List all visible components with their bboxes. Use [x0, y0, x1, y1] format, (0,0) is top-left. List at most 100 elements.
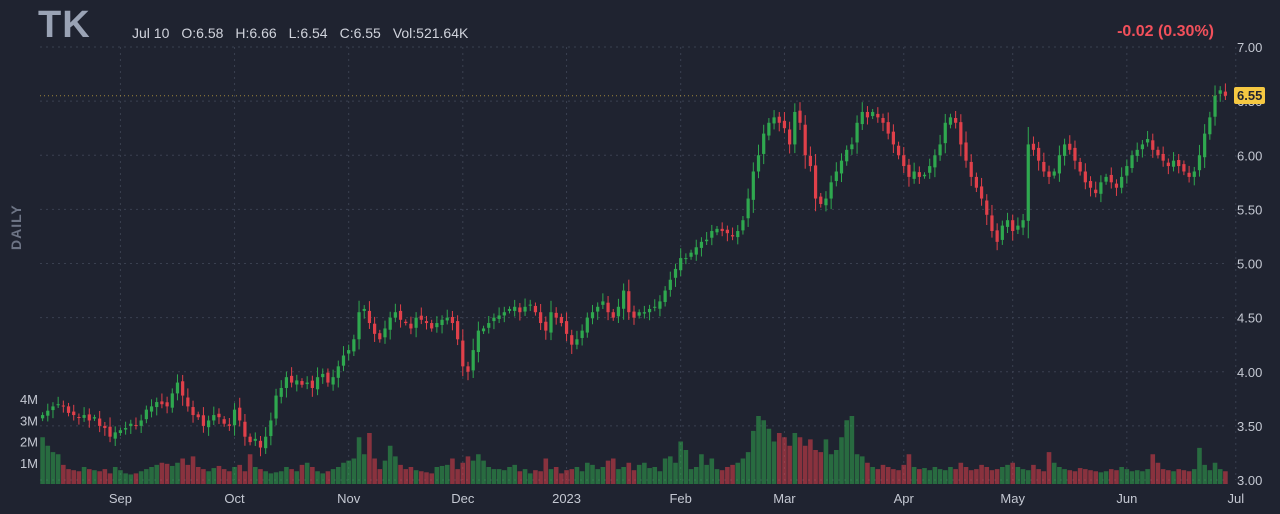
candle-body — [445, 317, 449, 321]
candle-body — [1218, 90, 1222, 94]
volume-bar — [144, 469, 149, 484]
candle-body — [798, 110, 802, 123]
volume-bar — [548, 469, 554, 484]
volume-bar — [1223, 471, 1228, 484]
volume-bar — [527, 473, 533, 484]
candle-body — [943, 122, 947, 144]
volume-bar — [870, 467, 875, 484]
volume-bar — [751, 430, 756, 484]
volume-bar — [1103, 471, 1109, 484]
volume-bar — [1088, 470, 1093, 484]
candle-body — [616, 306, 621, 317]
candle-body — [160, 401, 164, 405]
volume-bar — [476, 454, 481, 484]
candle-body — [398, 310, 403, 320]
volume-bar — [86, 469, 92, 484]
candle-body — [928, 166, 932, 173]
candle-body — [98, 418, 102, 426]
candle-body — [487, 323, 491, 328]
candle-body — [424, 321, 429, 324]
candle-body — [979, 186, 984, 199]
volume-bar — [1010, 462, 1016, 484]
volume-bar — [859, 456, 865, 484]
candle-body — [699, 241, 704, 248]
volume-tick-label: 1M — [20, 456, 38, 471]
candle-body — [679, 258, 683, 271]
volume-bar — [1046, 452, 1052, 484]
volume-tick-label: 3M — [20, 413, 38, 428]
volume-bar — [496, 469, 502, 484]
volume-bar — [533, 470, 538, 484]
candle-body — [279, 387, 283, 397]
volume-bar — [460, 462, 466, 484]
candle-body — [523, 306, 527, 312]
candle-body — [673, 268, 678, 278]
candle-body — [56, 404, 60, 406]
candle-body — [969, 161, 973, 177]
candle-body — [705, 239, 709, 242]
volume-bar — [553, 467, 559, 484]
candle-body — [1099, 182, 1103, 194]
volume-bar — [813, 450, 818, 484]
volume-bar — [341, 462, 346, 484]
candle-body — [61, 405, 65, 407]
volume-bar — [455, 469, 460, 484]
open-value: O:6.58 — [181, 25, 224, 41]
candle-body — [1016, 225, 1020, 230]
candle-body — [632, 311, 636, 318]
volume-bar — [242, 471, 248, 484]
volume-bar — [320, 473, 326, 484]
volume-bar — [875, 469, 881, 484]
candle-body — [87, 414, 91, 421]
volume-bar — [356, 437, 362, 484]
volume-bar — [367, 433, 372, 484]
volume-bar — [403, 469, 409, 484]
volume-bar — [559, 473, 564, 484]
candle-body — [1057, 155, 1062, 174]
candle-body — [549, 312, 553, 333]
candle-body — [46, 410, 50, 416]
candle-body — [72, 411, 76, 416]
candle-body — [40, 415, 45, 419]
price-tick-label: 3.50 — [1237, 419, 1262, 434]
candle-body — [627, 291, 631, 313]
volume-bar — [97, 471, 102, 484]
volume-bar — [787, 445, 792, 484]
candle-body — [896, 145, 901, 156]
volume-bar — [227, 471, 232, 484]
volume-bar — [206, 471, 211, 484]
candle-body — [539, 312, 543, 324]
candle-body — [206, 420, 211, 428]
volume-bar — [1155, 462, 1161, 484]
candle-body — [300, 381, 304, 385]
candle-body — [1125, 166, 1129, 176]
volume-bar — [730, 464, 735, 484]
volume-bar — [673, 462, 678, 484]
candle-body — [1223, 91, 1228, 96]
candle-body — [575, 339, 579, 345]
candle-body — [175, 382, 180, 394]
candle-body — [383, 328, 387, 338]
volume-bar — [491, 469, 497, 484]
candle-body — [1000, 225, 1004, 240]
volume-bar — [911, 467, 917, 484]
candle-body — [922, 174, 927, 177]
candle-body — [1166, 162, 1170, 167]
candle-body — [1031, 143, 1036, 150]
volume-bar — [413, 470, 419, 484]
candle-body — [1145, 139, 1150, 143]
candle-body — [243, 421, 247, 437]
volume-bar — [1020, 469, 1026, 484]
candle-body — [134, 425, 138, 427]
volume-bar — [138, 471, 144, 484]
volume-bars — [40, 416, 1228, 484]
volume-bar — [709, 458, 715, 484]
candle-body — [1021, 220, 1025, 228]
volume-bar — [725, 467, 730, 484]
candle-body — [948, 117, 953, 125]
volume-bar — [502, 470, 507, 484]
price-change: -0.02 (0.30%) — [1117, 23, 1214, 40]
volume-bar — [164, 463, 170, 484]
candle-body — [1047, 171, 1051, 177]
candle-body — [725, 229, 729, 234]
